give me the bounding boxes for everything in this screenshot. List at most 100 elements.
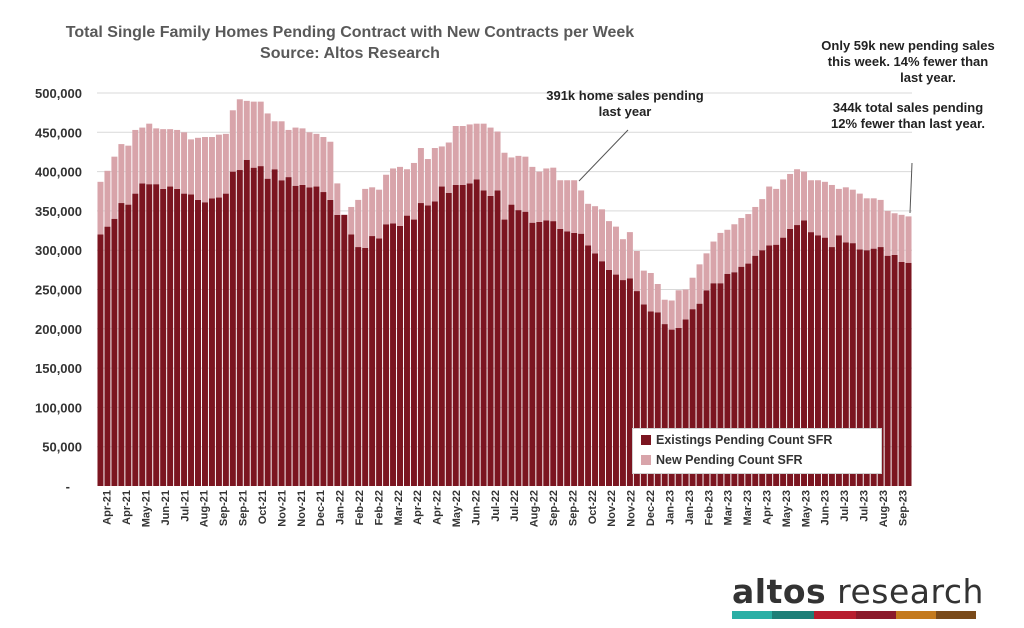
bar-existing <box>884 255 891 486</box>
bar-new <box>703 253 710 291</box>
bar-existing <box>438 186 445 486</box>
bar-existing <box>585 245 592 486</box>
annotation-line: 12% fewer than last year. <box>831 116 985 131</box>
logo-word-altos: altos <box>732 572 827 611</box>
bar-new <box>480 123 487 191</box>
bar-existing <box>146 184 153 486</box>
annotation-current-week: Only 59k new pending sales this week. 14… <box>800 38 1016 132</box>
bar-new <box>403 169 410 216</box>
bar-existing <box>222 193 229 486</box>
bar-new <box>445 142 452 193</box>
bar-new <box>390 168 397 224</box>
bar-new <box>814 180 821 236</box>
bar-new <box>299 128 306 185</box>
bar-new <box>111 156 118 219</box>
bar-existing <box>480 190 487 487</box>
y-tick-label: 250,000 <box>35 283 82 298</box>
bar-new <box>710 241 717 284</box>
bar-new <box>675 290 682 329</box>
bar-existing <box>410 219 417 486</box>
bar-new <box>605 221 612 270</box>
y-tick-label: 50,000 <box>42 440 82 455</box>
bar-existing <box>578 233 585 486</box>
bar-new <box>146 123 153 185</box>
bar-existing <box>292 185 299 487</box>
bar-existing <box>153 184 160 486</box>
bar-existing <box>647 311 654 486</box>
y-tick-label: 500,000 <box>35 86 82 101</box>
bar-new <box>501 152 508 220</box>
bar-new <box>174 129 181 189</box>
logo-bar-1 <box>732 611 772 619</box>
bar-existing <box>125 204 132 486</box>
bar-new <box>125 145 132 205</box>
bar-existing <box>104 226 111 486</box>
bar-new <box>863 198 870 251</box>
logo-bar-5 <box>896 611 936 619</box>
bar-existing <box>417 203 424 487</box>
bar-existing <box>668 329 675 486</box>
x-tick-label: Aug-22 <box>529 490 541 527</box>
annotation-line: this week. 14% fewer than <box>827 54 989 69</box>
bar-existing <box>905 262 912 486</box>
bar-new <box>348 206 355 235</box>
bar-existing <box>738 266 745 486</box>
x-tick-label: Apr-22 <box>412 490 424 525</box>
bar-new <box>473 123 480 180</box>
x-tick-label: Sep-23 <box>897 490 909 526</box>
bar-new <box>738 217 745 267</box>
bar-new <box>215 134 222 198</box>
bar-existing <box>592 253 599 486</box>
bar-new <box>905 216 912 263</box>
bar-existing <box>236 170 243 486</box>
bar-existing <box>877 247 884 486</box>
legend-label-existing: Existings Pending Count SFR <box>656 433 833 447</box>
y-tick-label: 450,000 <box>35 125 82 140</box>
x-tick-label: Jun-23 <box>820 490 832 525</box>
bar-existing <box>501 219 508 486</box>
bar-existing <box>522 211 529 486</box>
bar-existing <box>835 235 842 486</box>
bar-new <box>431 148 438 202</box>
bar-new <box>376 189 383 239</box>
x-tick-label: Aug-23 <box>878 490 890 527</box>
x-tick-label: Feb-23 <box>703 490 715 525</box>
x-tick-label: Jun-22 <box>470 490 482 525</box>
bar-new <box>696 264 703 304</box>
bar-existing <box>473 179 480 486</box>
bar-new <box>229 110 236 172</box>
logo-word-research: research <box>826 572 984 611</box>
bar-new <box>292 127 299 186</box>
bar-new <box>752 206 759 256</box>
bar-new <box>877 199 884 248</box>
bar-existing <box>828 247 835 486</box>
bar-existing <box>341 214 348 486</box>
bar-existing <box>355 247 362 486</box>
bar-new <box>160 129 167 189</box>
x-tick-label: Nov-22 <box>626 490 638 527</box>
bar-existing <box>564 231 571 486</box>
bar-new <box>724 229 731 274</box>
annotation-line: last year <box>598 104 652 119</box>
bar-new <box>285 129 292 178</box>
bar-existing <box>167 186 174 486</box>
bar-existing <box>215 197 222 486</box>
bar-new <box>97 181 104 235</box>
legend-swatch-existing <box>641 435 651 445</box>
bar-new <box>410 162 417 220</box>
bar-new <box>236 99 243 171</box>
annotation-line: last year. <box>900 70 956 85</box>
bar-existing <box>870 248 877 486</box>
bar-existing <box>327 199 334 486</box>
bar-existing <box>132 193 139 486</box>
bar-existing <box>257 166 264 486</box>
x-tick-label: Aug-21 <box>199 490 211 527</box>
bar-existing <box>661 324 668 486</box>
bar-new <box>494 131 501 191</box>
bar-new <box>201 137 208 203</box>
bar-new <box>564 180 571 232</box>
bar-existing <box>654 312 661 486</box>
annotation-line: 391k home sales pending <box>546 88 704 103</box>
bar-new <box>766 186 773 246</box>
